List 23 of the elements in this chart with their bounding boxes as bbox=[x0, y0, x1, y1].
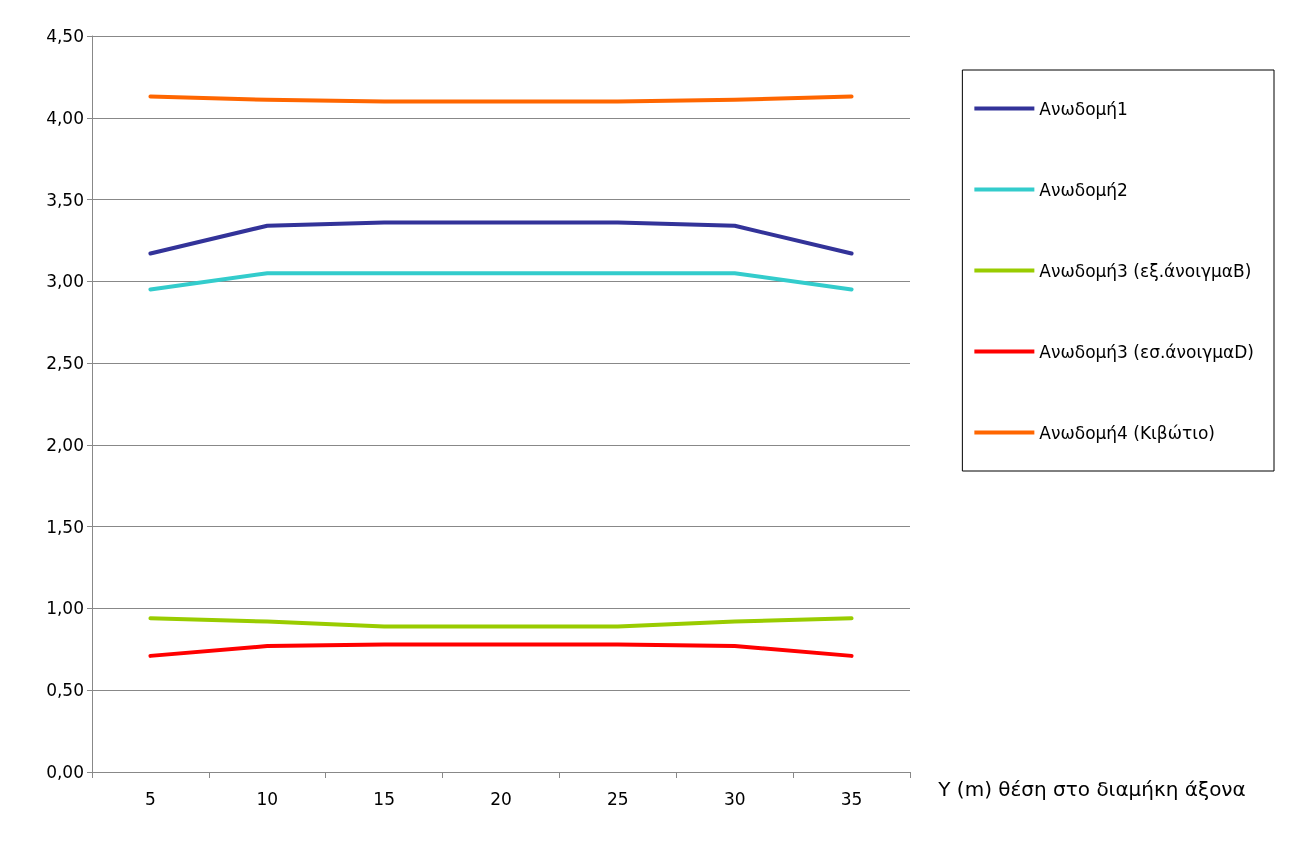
y-tick-label: 4,00 bbox=[46, 107, 84, 128]
x-tick-label: 10 bbox=[256, 788, 279, 809]
y-tick-label: 0,00 bbox=[46, 762, 84, 782]
legend-label: Ανωδομή1 bbox=[1039, 98, 1128, 119]
x-tick-label: 5 bbox=[145, 788, 156, 809]
y-tick-label: 4,50 bbox=[46, 26, 84, 46]
x-tick-label: 20 bbox=[490, 788, 512, 809]
y-tick-label: 2,50 bbox=[46, 353, 84, 374]
y-tick-label: 2,00 bbox=[46, 434, 84, 455]
legend-label: Ανωδομή3 (εσ.άνοιγμαD) bbox=[1039, 341, 1255, 362]
legend-label: Ανωδομή3 (εξ.άνοιγμαΒ) bbox=[1039, 260, 1252, 281]
x-axis-title: Y (m) θέση στο διαμήκη άξονα bbox=[937, 777, 1246, 801]
x-tick-label: 30 bbox=[723, 788, 746, 809]
x-tick-label: 25 bbox=[607, 788, 629, 809]
y-tick-label: 1,00 bbox=[46, 598, 84, 619]
y-tick-label: 3,50 bbox=[46, 189, 84, 210]
y-tick-label: 0,50 bbox=[46, 680, 84, 701]
x-tick-label: 15 bbox=[373, 788, 395, 809]
y-tick-label: 3,00 bbox=[46, 271, 84, 292]
y-tick-label: 1,50 bbox=[46, 516, 84, 537]
x-tick-label: 35 bbox=[840, 788, 863, 809]
legend-label: Ανωδομή2 bbox=[1039, 179, 1128, 200]
legend-label: Ανωδομή4 (Κιβώτιο) bbox=[1039, 422, 1215, 443]
